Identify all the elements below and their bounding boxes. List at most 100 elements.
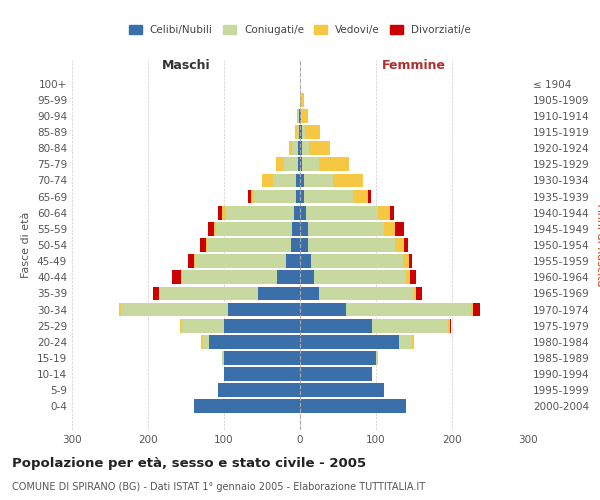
Bar xyxy=(188,254,194,268)
Bar xyxy=(403,254,409,268)
Bar xyxy=(262,174,274,188)
Bar xyxy=(376,351,377,365)
Bar xyxy=(300,270,314,284)
Bar xyxy=(222,206,226,220)
Bar xyxy=(207,238,291,252)
Bar xyxy=(309,142,331,155)
Bar xyxy=(277,270,300,284)
Bar xyxy=(292,142,298,155)
Bar xyxy=(300,367,372,381)
Bar xyxy=(389,206,394,220)
Bar xyxy=(300,142,302,155)
Bar xyxy=(182,270,277,284)
Bar xyxy=(180,319,182,332)
Bar xyxy=(300,125,302,139)
Bar xyxy=(319,286,414,300)
Bar xyxy=(277,158,284,171)
Bar xyxy=(306,206,378,220)
Bar xyxy=(304,190,353,203)
Bar xyxy=(160,286,258,300)
Bar xyxy=(294,206,300,220)
Bar xyxy=(201,335,203,348)
Bar xyxy=(372,319,448,332)
Bar xyxy=(218,206,222,220)
Bar xyxy=(298,142,300,155)
Y-axis label: Anni di nascita: Anni di nascita xyxy=(595,204,600,286)
Text: Popolazione per età, sesso e stato civile - 2005: Popolazione per età, sesso e stato civil… xyxy=(12,458,366,470)
Bar xyxy=(291,238,300,252)
Bar xyxy=(286,254,300,268)
Bar xyxy=(378,206,389,220)
Bar xyxy=(254,190,296,203)
Bar xyxy=(194,254,195,268)
Bar xyxy=(416,286,422,300)
Bar xyxy=(119,302,121,316)
Bar xyxy=(319,158,349,171)
Bar xyxy=(209,335,300,348)
Bar xyxy=(383,222,395,235)
Bar xyxy=(300,206,306,220)
Text: Femmine: Femmine xyxy=(382,60,446,72)
Bar xyxy=(448,319,450,332)
Bar xyxy=(450,319,451,332)
Bar xyxy=(471,302,473,316)
Bar xyxy=(297,109,298,123)
Bar xyxy=(305,125,320,139)
Bar xyxy=(308,238,395,252)
Bar xyxy=(296,174,300,188)
Bar xyxy=(300,238,308,252)
Bar xyxy=(182,319,224,332)
Bar xyxy=(214,222,217,235)
Bar xyxy=(302,109,308,123)
Bar xyxy=(314,270,406,284)
Bar xyxy=(395,238,404,252)
Bar xyxy=(300,286,319,300)
Bar xyxy=(300,384,383,397)
Bar xyxy=(251,190,254,203)
Bar xyxy=(208,222,214,235)
Bar xyxy=(218,384,300,397)
Bar xyxy=(228,302,300,316)
Bar xyxy=(300,109,301,123)
Bar xyxy=(158,286,160,300)
Bar xyxy=(181,270,182,284)
Bar xyxy=(298,109,299,123)
Bar xyxy=(346,302,471,316)
Bar xyxy=(206,238,207,252)
Bar xyxy=(152,286,158,300)
Bar xyxy=(224,367,300,381)
Bar xyxy=(297,125,299,139)
Bar xyxy=(304,174,332,188)
Bar xyxy=(300,351,376,365)
Bar xyxy=(292,222,300,235)
Bar xyxy=(368,190,371,203)
Bar xyxy=(414,286,416,300)
Bar xyxy=(412,335,414,348)
Bar xyxy=(301,109,302,123)
Bar xyxy=(300,174,304,188)
Bar xyxy=(296,190,300,203)
Text: COMUNE DI SPIRANO (BG) - Dati ISTAT 1° gennaio 2005 - Elaborazione TUTTITALIA.IT: COMUNE DI SPIRANO (BG) - Dati ISTAT 1° g… xyxy=(12,482,425,492)
Bar xyxy=(300,190,304,203)
Bar xyxy=(300,400,406,413)
Bar xyxy=(217,222,292,235)
Bar xyxy=(406,270,410,284)
Bar xyxy=(274,174,296,188)
Bar xyxy=(121,302,228,316)
Bar xyxy=(200,238,206,252)
Bar xyxy=(311,254,403,268)
Bar xyxy=(289,142,292,155)
Bar xyxy=(248,190,251,203)
Bar xyxy=(298,158,300,171)
Bar xyxy=(258,286,300,300)
Bar xyxy=(299,125,300,139)
Bar xyxy=(353,190,368,203)
Bar xyxy=(302,158,319,171)
Bar xyxy=(300,222,308,235)
Bar xyxy=(302,125,305,139)
Legend: Celibi/Nubili, Coniugati/e, Vedovi/e, Divorziati/e: Celibi/Nubili, Coniugati/e, Vedovi/e, Di… xyxy=(125,21,475,40)
Bar xyxy=(300,319,372,332)
Bar xyxy=(409,254,412,268)
Bar xyxy=(332,174,363,188)
Bar xyxy=(194,400,300,413)
